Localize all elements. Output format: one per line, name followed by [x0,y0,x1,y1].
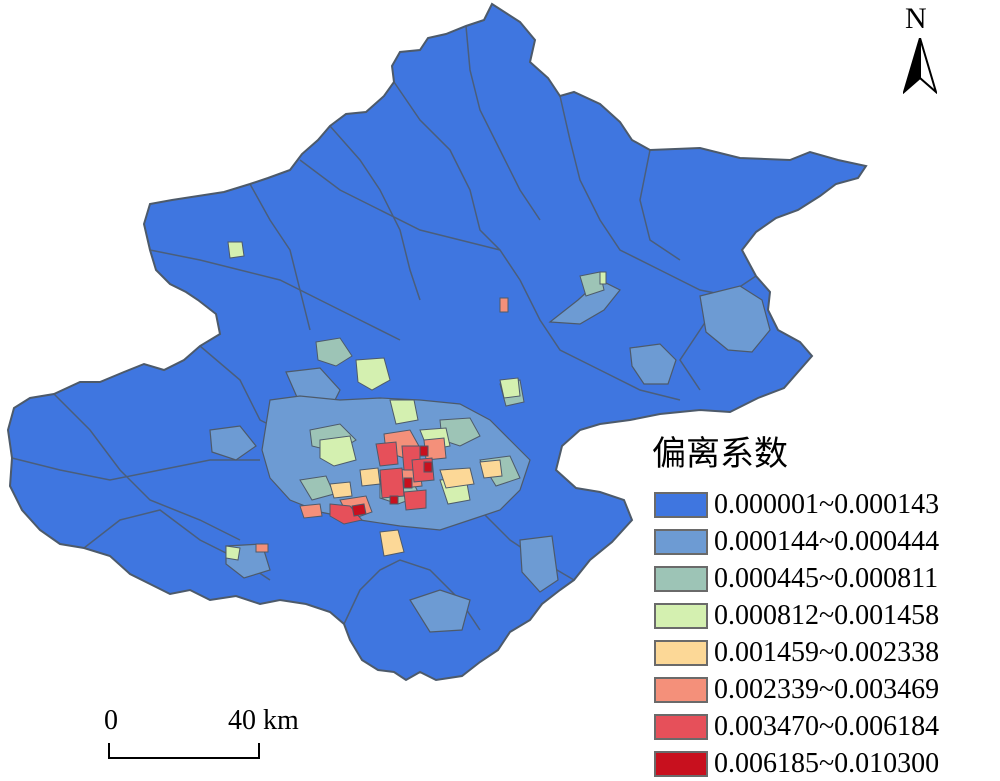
legend-swatch [654,714,708,740]
legend-item: 0.000144~0.000444 [650,525,1000,559]
legend-title: 偏离系数 [652,434,788,474]
legend-swatch [654,640,708,666]
legend-item: 0.000001~0.000143 [650,488,1000,522]
legend-label: 0.006185~0.010300 [714,748,940,779]
legend-swatch [654,603,708,629]
legend-swatch [654,751,708,777]
scale-bar-line [108,743,260,759]
legend-item: 0.003470~0.006184 [650,710,1000,744]
legend-item: 0.001459~0.002338 [650,636,1000,670]
region-outline [6,2,868,682]
legend-label: 0.000001~0.000143 [714,489,940,520]
legend-label: 0.002339~0.003469 [714,674,940,705]
legend-item: 0.000445~0.000811 [650,562,1000,596]
zone-class-5 [329,459,503,557]
north-arrow-icon [903,38,937,94]
legend: 偏离系数 0.000001~0.000143 0.000144~0.000444 0… [650,432,1000,779]
legend-item: 0.000812~0.001458 [650,599,1000,633]
legend-swatch [654,566,708,592]
legend-swatch [654,677,708,703]
legend-item: 0.002339~0.003469 [650,673,1000,707]
legend-label: 0.001459~0.002338 [714,637,940,668]
scale-bar: 0 40 km [100,705,300,765]
zone-class-8 [351,445,433,517]
north-label: N [905,2,927,35]
legend-label: 0.000812~0.001458 [714,600,940,631]
legend-label: 0.000144~0.000444 [714,526,940,557]
scale-end-label: 40 km [228,705,299,736]
legend-label: 0.000445~0.000811 [714,563,939,594]
legend-swatch [654,492,708,518]
legend-item: 0.006185~0.010300 [650,747,1000,781]
scale-zero-label: 0 [104,705,118,736]
zone-class-7 [329,441,435,525]
legend-label: 0.003470~0.006184 [714,711,940,742]
legend-swatch [654,529,708,555]
